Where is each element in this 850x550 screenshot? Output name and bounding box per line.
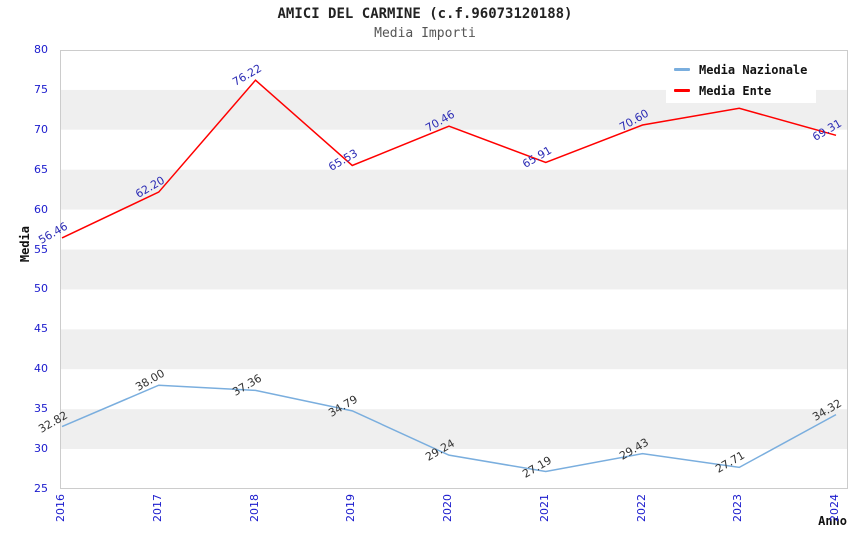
series-line-0 <box>61 384 837 473</box>
grid-band <box>60 409 848 450</box>
x-axis-title: Anno <box>818 514 847 528</box>
legend-label-media-nazionale: Media Nazionale <box>699 62 808 77</box>
y-tick-label: 80 <box>34 43 48 56</box>
y-tick-label: 60 <box>34 202 48 216</box>
grid-band <box>60 209 848 250</box>
y-tick-label: 25 <box>34 482 48 495</box>
chart-subtitle: Media Importi <box>374 26 476 41</box>
grid-band <box>60 169 848 210</box>
y-tick-label: 30 <box>34 442 48 456</box>
blue-line-swatch-icon <box>674 68 690 71</box>
chart-title: AMICI DEL CARMINE (c.f.96073120188) <box>277 6 573 22</box>
y-tick-label: 70 <box>34 122 48 136</box>
x-tick-label: 2022 <box>634 494 648 522</box>
x-tick-label: 2024 <box>828 494 841 522</box>
y-tick-label: 65 <box>34 162 48 176</box>
legend-item-media-ente: Media Ente <box>674 84 816 98</box>
x-tick-label: 2023 <box>731 494 745 522</box>
plot-border <box>60 50 848 489</box>
grid-band <box>60 129 848 170</box>
legend-label-media-ente: Media Ente <box>699 83 772 98</box>
y-tick-label: 45 <box>34 322 48 336</box>
legend: Media Nazionale Media Ente <box>666 57 816 103</box>
grid-band <box>60 329 848 370</box>
grid-band <box>60 369 848 410</box>
y-tick-label: 55 <box>34 242 48 256</box>
red-line-swatch-icon <box>674 89 690 92</box>
x-tick-label: 2020 <box>441 494 454 522</box>
grid-band <box>60 289 848 330</box>
y-tick-label: 40 <box>34 362 48 376</box>
x-tick-label: 2017 <box>150 494 164 522</box>
x-tick-label: 2016 <box>54 494 67 522</box>
x-tick-label: 2021 <box>537 494 551 522</box>
y-tick-label: 35 <box>34 402 48 416</box>
series-line-1 <box>61 79 837 239</box>
legend-item-media-nazionale: Media Nazionale <box>674 63 816 77</box>
y-tick-label: 50 <box>34 282 48 296</box>
x-tick-label: 2018 <box>247 494 261 522</box>
x-tick-label: 2019 <box>344 494 358 522</box>
y-tick-label: 75 <box>34 82 48 96</box>
grid-band <box>60 249 848 290</box>
